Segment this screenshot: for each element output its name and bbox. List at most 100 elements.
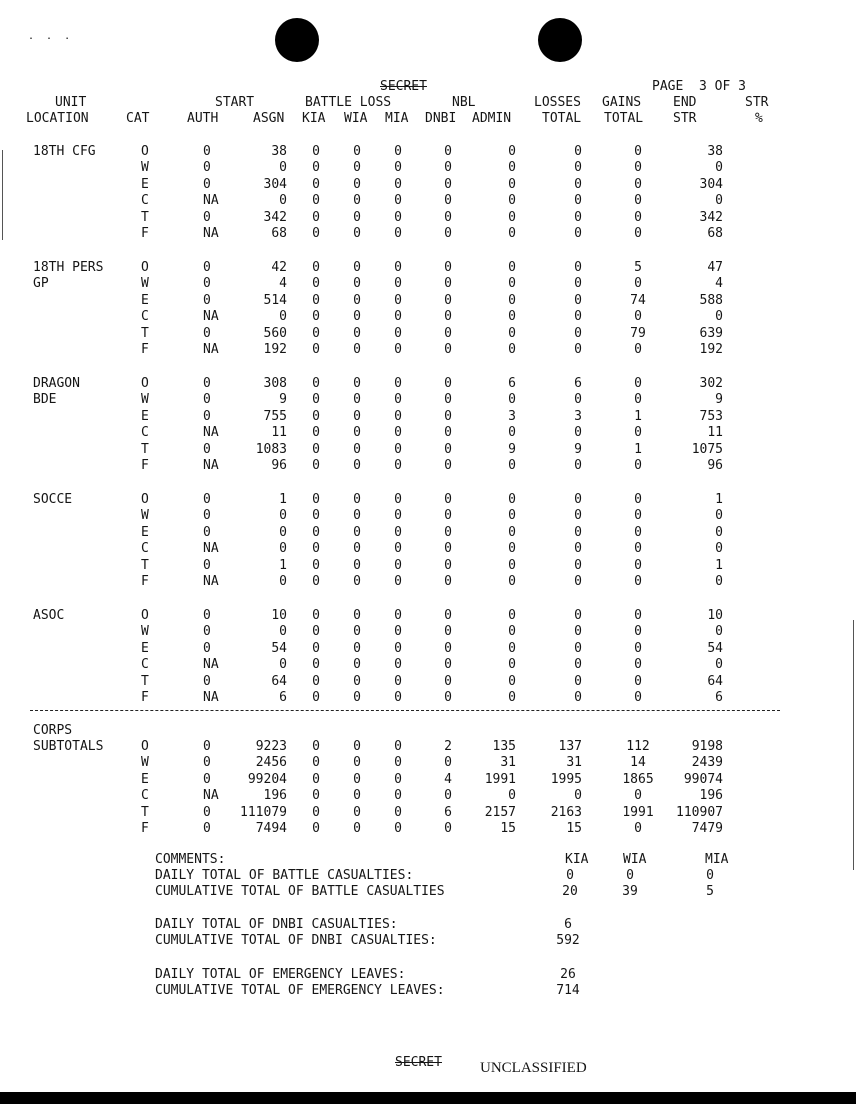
cell-auth: 0 <box>203 739 211 754</box>
cell-end-str: 68 <box>707 226 723 241</box>
cell-end-str: 302 <box>699 376 723 391</box>
comment-line-label: CUMULATIVE TOTAL OF EMERGENCY LEAVES: <box>155 983 445 998</box>
cell-admin: 31 <box>500 755 516 771</box>
cell-asgn: 0 <box>279 160 287 176</box>
cell-wia: 0 <box>353 425 361 441</box>
cell-gains-total: 0 <box>634 425 642 441</box>
cell-dnbi: 0 <box>444 325 452 341</box>
cell-auth: NA <box>203 226 219 241</box>
column-header-kia: KIA <box>302 111 326 126</box>
cell-wia: 0 <box>353 541 361 557</box>
cell-wia: 0 <box>353 193 361 209</box>
cell-cat: F <box>141 821 149 836</box>
cell-mia: 0 <box>394 788 402 804</box>
cell-gains-total: 0 <box>634 541 642 557</box>
column-header-pct: % <box>755 111 763 126</box>
cell-gains-total: 0 <box>634 376 642 391</box>
cell-wia: 0 <box>353 226 361 241</box>
comment-line-value: 20 <box>562 884 578 899</box>
cell-gains-total: 0 <box>634 624 642 640</box>
scan-specks: . . . <box>28 31 71 42</box>
cell-admin: 0 <box>508 193 516 209</box>
cell-wia: 0 <box>353 260 361 275</box>
column-header-battle: BATTLE LOSS <box>305 95 392 110</box>
cell-mia: 0 <box>394 608 402 623</box>
cell-dnbi: 0 <box>444 458 452 473</box>
cell-auth: 0 <box>203 276 211 292</box>
footer-classification: UNCLASSIFIED <box>480 1060 587 1076</box>
cell-gains-total: 0 <box>634 276 642 292</box>
comment-line-value: 0 <box>566 868 574 883</box>
cell-end-str: 0 <box>715 508 723 524</box>
cell-mia: 0 <box>394 492 402 507</box>
cell-admin: 0 <box>508 144 516 159</box>
cell-mia: 0 <box>394 160 402 176</box>
unit-name: ASOC <box>33 608 65 623</box>
cell-asgn: 192 <box>263 342 287 357</box>
cell-end-str: 99074 <box>683 771 723 787</box>
cell-dnbi: 0 <box>444 193 452 209</box>
cell-cat: O <box>141 260 149 275</box>
cell-losses-total: 0 <box>574 557 582 573</box>
unit-name: DRAGON <box>33 376 80 391</box>
cell-gains-total: 0 <box>634 508 642 524</box>
punch-hole <box>275 18 319 62</box>
cell-mia: 0 <box>394 325 402 341</box>
cell-end-str: 639 <box>699 325 723 341</box>
cell-end-str: 196 <box>699 788 723 804</box>
cell-kia: 0 <box>312 755 320 771</box>
cell-losses-total: 0 <box>574 292 582 308</box>
cell-dnbi: 0 <box>444 292 452 308</box>
cell-end-str: 0 <box>715 193 723 209</box>
cell-asgn: 99204 <box>247 771 287 787</box>
cell-mia: 0 <box>394 144 402 159</box>
cell-wia: 0 <box>353 574 361 589</box>
cell-auth: 0 <box>203 821 211 836</box>
cell-asgn: 0 <box>279 193 287 209</box>
cell-losses-total: 0 <box>574 640 582 656</box>
cell-losses-total: 2163 <box>550 804 582 820</box>
column-header-end: END <box>673 95 697 110</box>
cell-admin: 0 <box>508 309 516 325</box>
cell-cat: C <box>141 788 149 804</box>
cell-end-str: 9 <box>715 392 723 408</box>
cell-kia: 0 <box>312 309 320 325</box>
cell-auth: 0 <box>203 492 211 507</box>
cell-admin: 0 <box>508 557 516 573</box>
cell-cat: C <box>141 657 149 673</box>
cell-asgn: 196 <box>263 788 287 804</box>
cell-mia: 0 <box>394 557 402 573</box>
cell-kia: 0 <box>312 226 320 241</box>
cell-end-str: 110907 <box>676 804 723 820</box>
cell-dnbi: 0 <box>444 176 452 192</box>
unit-name: SUBTOTALS <box>33 739 104 755</box>
cell-mia: 0 <box>394 392 402 408</box>
cell-asgn: 560 <box>263 325 287 341</box>
cell-losses-total: 0 <box>574 193 582 209</box>
cell-losses-total: 0 <box>574 608 582 623</box>
unit-name: 18TH PERS <box>33 260 104 275</box>
cell-dnbi: 0 <box>444 755 452 771</box>
column-header-end_str: STR <box>673 111 697 126</box>
cell-admin: 0 <box>508 160 516 176</box>
cell-kia: 0 <box>312 574 320 589</box>
cell-dnbi: 0 <box>444 226 452 241</box>
cell-auth: NA <box>203 788 219 804</box>
cell-cat: O <box>141 376 149 391</box>
cell-asgn: 342 <box>263 209 287 225</box>
cell-losses-total: 15 <box>566 821 582 836</box>
comment-line-value: 6 <box>564 917 572 932</box>
cell-cat: W <box>141 392 149 408</box>
cell-wia: 0 <box>353 690 361 705</box>
cell-end-str: 342 <box>699 209 723 225</box>
cell-gains-total: 112 <box>626 739 650 754</box>
cell-auth: NA <box>203 342 219 357</box>
cell-dnbi: 0 <box>444 408 452 424</box>
cell-gains-total: 0 <box>634 342 642 357</box>
cell-gains-total: 0 <box>634 309 642 325</box>
cell-gains-total: 0 <box>634 821 642 836</box>
cell-kia: 0 <box>312 376 320 391</box>
cell-admin: 0 <box>508 788 516 804</box>
cell-losses-total: 0 <box>574 624 582 640</box>
cell-mia: 0 <box>394 193 402 209</box>
